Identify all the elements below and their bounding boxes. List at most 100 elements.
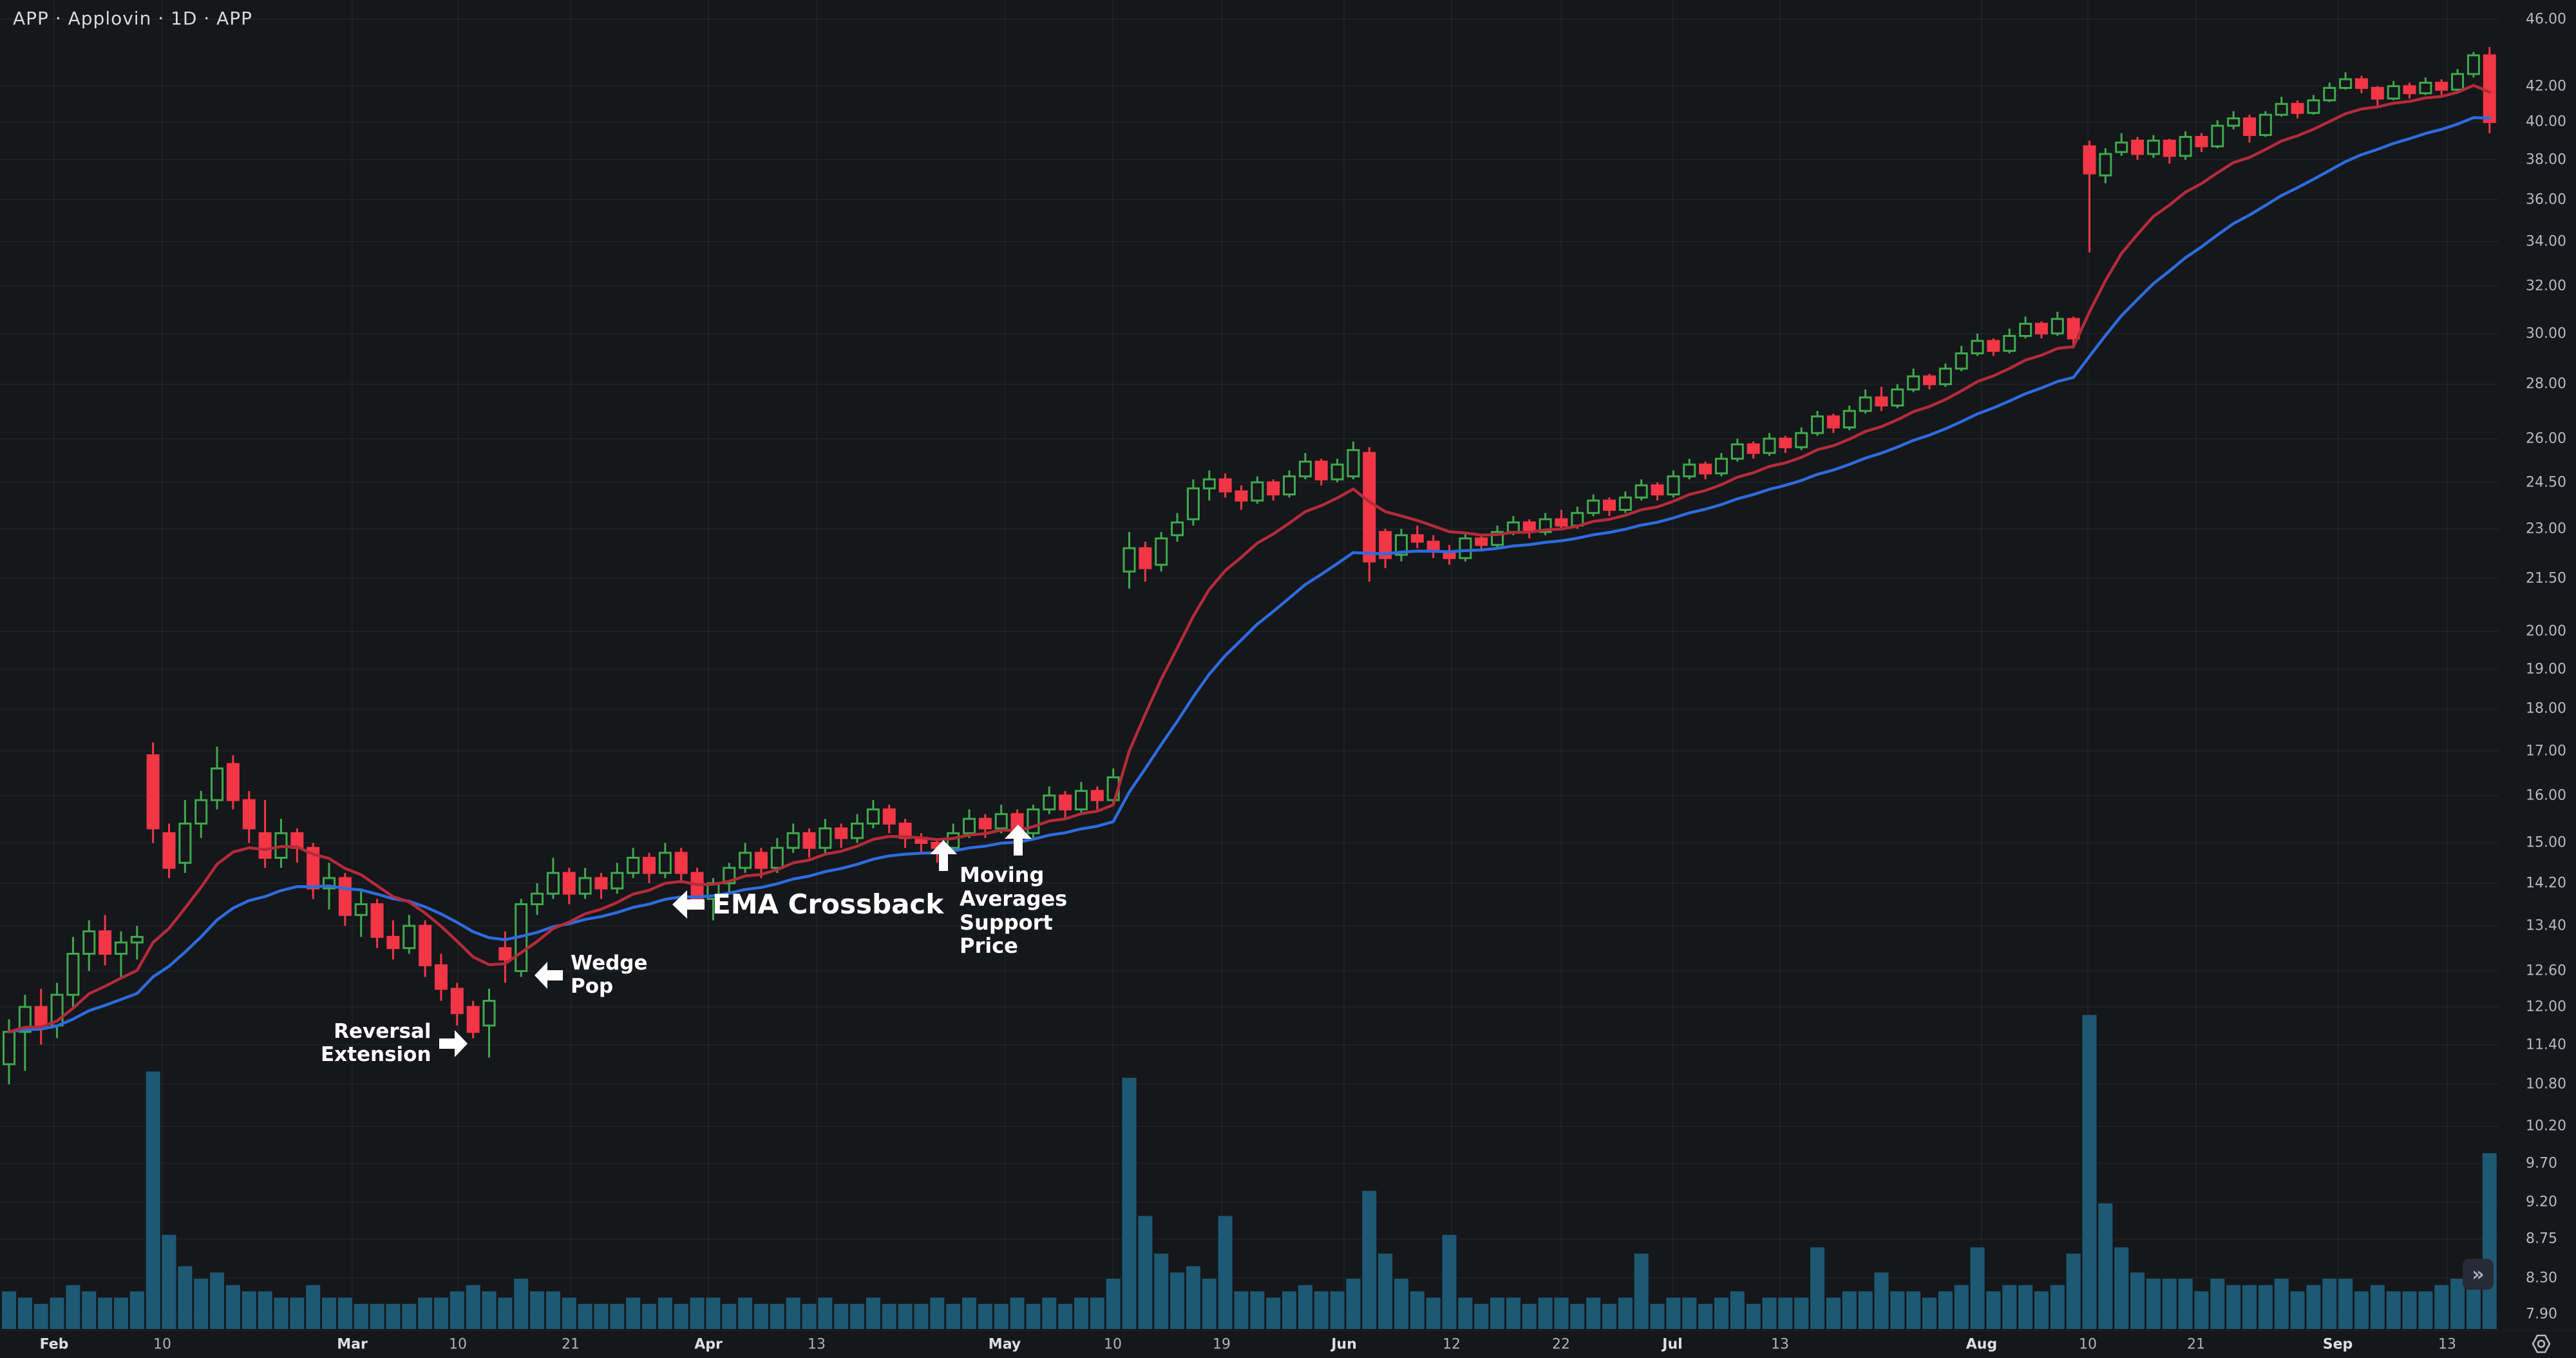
candle-body <box>3 1031 15 1066</box>
time-axis[interactable]: Feb 10 Mar 10 21 Apr 13 May 10 19 Jun 12 22 Jul 13 Aug 1… <box>0 1330 2576 1358</box>
candle-body <box>2163 139 2176 157</box>
candle-body <box>66 953 80 996</box>
volume-bar <box>578 1304 592 1329</box>
candle-body <box>786 832 800 849</box>
volume-bar <box>2146 1279 2161 1329</box>
volume-bar <box>994 1304 1009 1329</box>
settings-gear-icon[interactable] <box>2528 1332 2554 1355</box>
volume-bar <box>1010 1297 1025 1329</box>
price-axis-label: 32.00 <box>2526 278 2566 294</box>
volume-bar <box>82 1291 97 1329</box>
volume-bar <box>882 1304 896 1329</box>
volume-bar <box>610 1304 625 1329</box>
annotation-text: Reversal <box>334 1020 431 1043</box>
volume-bar <box>962 1297 976 1329</box>
candle-body <box>1331 463 1344 481</box>
volume-bar <box>1746 1304 1761 1329</box>
annotation-reversal-extension: Reversal Extension <box>321 1020 468 1066</box>
candle-body <box>1555 518 1568 527</box>
volume-bar <box>194 1279 209 1329</box>
candle-body <box>419 924 432 966</box>
volume-bar <box>1154 1254 1169 1329</box>
candle-body <box>2371 87 2384 100</box>
time-axis-label: 21 <box>562 1336 580 1353</box>
volume-bar <box>17 1297 32 1329</box>
volume-bar <box>466 1285 480 1329</box>
candle-body <box>2146 139 2160 155</box>
volume-bar <box>626 1297 641 1329</box>
volume-bar <box>322 1297 336 1329</box>
candle-body <box>1923 375 1936 385</box>
candle-body <box>835 827 848 839</box>
arrow-up-icon <box>1005 825 1032 856</box>
candle-body <box>963 818 976 834</box>
volume-bar <box>1362 1191 1377 1329</box>
volume-bar <box>1138 1216 1153 1329</box>
volume-bar <box>225 1285 240 1329</box>
price-axis-label: 10.20 <box>2526 1118 2566 1134</box>
volume-bar <box>1762 1297 1777 1329</box>
candle-body <box>2115 141 2128 153</box>
candle-body <box>2451 73 2465 91</box>
price-axis-label: 38.00 <box>2526 151 2566 168</box>
volume-bar <box>898 1304 913 1329</box>
price-axis-label: 23.00 <box>2526 521 2566 537</box>
price-axis-label: 12.00 <box>2526 999 2566 1015</box>
volume-bar <box>2274 1279 2289 1329</box>
candle-body <box>866 808 880 825</box>
time-axis-label: 13 <box>1771 1336 1789 1353</box>
volume-bar <box>1970 1247 1985 1329</box>
volume-bar <box>258 1291 272 1329</box>
volume-bar <box>1954 1285 1969 1329</box>
price-axis-label: 36.00 <box>2526 191 2566 208</box>
time-axis-label: Sep <box>2322 1336 2353 1353</box>
annotation-text: Support Price <box>960 910 1053 959</box>
candle-body <box>146 754 160 830</box>
candle-body <box>1394 534 1408 556</box>
volume-bar <box>706 1297 721 1329</box>
candle-body <box>1363 452 1376 563</box>
annotation-ema-crossback: EMA Crossback <box>672 888 944 920</box>
candle-body <box>770 846 784 869</box>
volume-bar <box>1426 1297 1441 1329</box>
price-axis[interactable]: 46.00 42.00 40.00 38.00 36.00 34.00 32.00 30.00… <box>2499 0 2576 1330</box>
candle-body <box>466 1006 480 1033</box>
volume-bar <box>1506 1297 1520 1329</box>
arrow-right-icon <box>439 1029 468 1057</box>
volume-bar <box>1522 1304 1537 1329</box>
time-axis-label: 13 <box>808 1336 826 1353</box>
volume-bar <box>386 1304 401 1329</box>
volume-bar <box>2322 1279 2337 1329</box>
volume-bar <box>2242 1285 2257 1329</box>
volume-bar <box>1682 1297 1697 1329</box>
candle-body <box>1587 499 1600 514</box>
volume-bar <box>1858 1291 1873 1329</box>
volume-bar <box>113 1297 128 1329</box>
candle-body <box>1683 463 1696 477</box>
volume-bar <box>1266 1297 1281 1329</box>
volume-bar <box>2002 1285 2017 1329</box>
volume-bar <box>530 1291 545 1329</box>
price-axis-label: 12.60 <box>2526 962 2566 979</box>
candle-body <box>162 832 176 869</box>
volume-bar <box>2178 1279 2193 1329</box>
candle-body <box>1059 794 1072 810</box>
price-axis-label: 42.00 <box>2526 78 2566 95</box>
candle-body <box>82 930 96 955</box>
annotation-text: EMA Crossback <box>712 888 944 920</box>
volume-bar <box>2258 1285 2273 1329</box>
candle-body <box>2067 318 2080 340</box>
price-axis-label: 40.00 <box>2526 113 2566 130</box>
volume-bar <box>1826 1297 1841 1329</box>
candle-body <box>2034 323 2048 335</box>
volume-bar <box>370 1304 384 1329</box>
candlestick-chart[interactable] <box>0 0 2499 1330</box>
candle-body <box>627 857 640 874</box>
volume-bar <box>545 1291 560 1329</box>
volume-bar <box>2402 1291 2417 1329</box>
volume-bar <box>1922 1297 1937 1329</box>
collapse-panel-button[interactable]: » <box>2463 1259 2494 1290</box>
volume-bar <box>642 1304 656 1329</box>
volume-bar <box>1122 1078 1137 1329</box>
candle-body <box>1763 437 1776 454</box>
